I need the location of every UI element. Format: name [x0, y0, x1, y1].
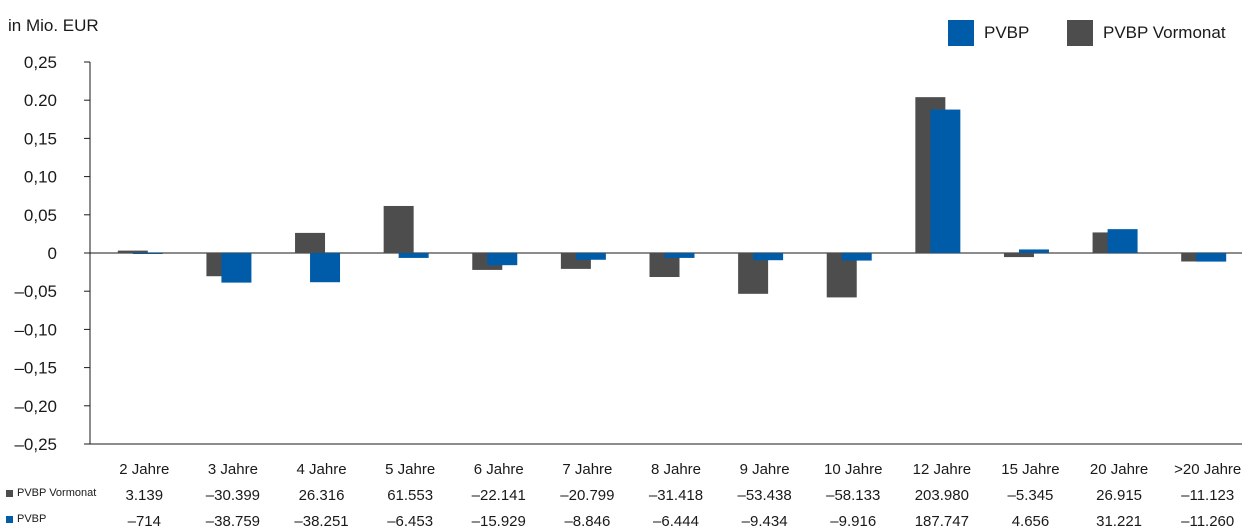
bar-pvbp: [1196, 253, 1227, 262]
table-value-vormonat: –31.418: [649, 487, 703, 504]
x-category-label: 4 Jahre: [297, 461, 347, 478]
table-value-pvbp: 31.221: [1096, 513, 1142, 530]
table-row-label-vormonat-text: PVBP Vormonat: [17, 487, 97, 499]
bar-pvbp: [753, 253, 784, 261]
table-value-pvbp: –38.251: [294, 513, 348, 530]
bar-pvbp: [664, 253, 695, 258]
x-category-label: 3 Jahre: [208, 461, 258, 478]
legend-label-pvbp: PVBP: [984, 23, 1030, 42]
y-tick-label: 0,15: [24, 129, 57, 148]
y-tick-label: 0,10: [24, 168, 57, 187]
x-category-label: 15 Jahre: [1001, 461, 1059, 478]
table-value-pvbp: –9.434: [742, 513, 788, 530]
bar-pvbp-vormonat: [117, 250, 148, 253]
table-swatch-pvbp: [6, 515, 13, 523]
bar-pvbp: [398, 253, 429, 258]
table-value-vormonat: 3.139: [126, 487, 164, 504]
table-value-vormonat: 26.316: [299, 487, 345, 504]
bar-pvbp: [1018, 249, 1049, 253]
bar-pvbp-vormonat: [383, 205, 414, 253]
y-tick-label: –0,10: [14, 320, 57, 339]
table-value-pvbp: –11.260: [1181, 513, 1234, 530]
x-category-label: 2 Jahre: [119, 461, 169, 478]
bar-pvbp-vormonat: [295, 232, 326, 253]
table-value-pvbp: –6.453: [387, 513, 433, 530]
table-value-vormonat: 61.553: [387, 487, 433, 504]
x-category-label: 20 Jahre: [1090, 461, 1148, 478]
bar-pvbp: [310, 253, 341, 283]
table-row-label-vormonat: PVBP Vormonat: [6, 487, 96, 499]
bar-pvbp: [487, 253, 518, 266]
legend-swatch-pvbp: [948, 20, 974, 46]
table-value-vormonat: –20.799: [560, 487, 614, 504]
x-category-label: 5 Jahre: [385, 461, 435, 478]
bar-pvbp: [1107, 229, 1138, 253]
y-axis-unit-label: in Mio. EUR: [8, 16, 99, 35]
x-category-label: >20 Jahre: [1174, 461, 1241, 478]
legend-item-pvbp-vormonat: PVBP Vormonat: [1067, 20, 1226, 46]
bar-pvbp: [132, 253, 163, 254]
table-value-vormonat: 26.915: [1096, 487, 1142, 504]
table-value-vormonat: 203.980: [915, 487, 969, 504]
y-tick-label: 0: [48, 244, 57, 263]
bar-pvbp: [930, 109, 961, 253]
table-value-pvbp: –8.846: [564, 513, 610, 530]
table-value-vormonat: –30.399: [206, 487, 260, 504]
x-category-label: 7 Jahre: [562, 461, 612, 478]
x-category-label: 12 Jahre: [913, 461, 971, 478]
legend-item-pvbp: PVBP: [948, 20, 1029, 46]
table-value-pvbp: –38.759: [206, 513, 260, 530]
table-value-vormonat: –5.345: [1008, 487, 1054, 504]
x-category-label: 10 Jahre: [824, 461, 882, 478]
bar-pvbp: [221, 253, 252, 283]
table-value-pvbp: 4.656: [1012, 513, 1050, 530]
y-tick-label: –0,20: [14, 397, 57, 416]
table-swatch-vormonat: [6, 489, 13, 497]
x-category-label: 9 Jahre: [740, 461, 790, 478]
table-value-pvbp: –9.916: [830, 513, 876, 530]
table-value-pvbp: –15.929: [472, 513, 526, 530]
bar-pvbp: [575, 253, 606, 260]
table-row-label-pvbp-text: PVBP: [17, 513, 47, 525]
y-tick-label: 0,25: [24, 53, 57, 72]
bar-pvbp-vormonat: [1003, 253, 1034, 258]
table-value-pvbp: –714: [128, 513, 161, 530]
y-tick-label: 0.20: [24, 91, 57, 110]
legend-label-pvbp-vormonat: PVBP Vormonat: [1103, 23, 1226, 42]
y-tick-label: –0,25: [14, 435, 57, 454]
y-tick-label: –0,05: [14, 282, 57, 301]
bar-pvbp: [841, 253, 872, 261]
table-value-pvbp: 187.747: [915, 513, 969, 530]
x-category-label: 6 Jahre: [474, 461, 524, 478]
y-tick-label: 0,05: [24, 206, 57, 225]
table-value-vormonat: –22.141: [472, 487, 526, 504]
table-value-vormonat: –58.133: [826, 487, 880, 504]
table-value-vormonat: –11.123: [1181, 487, 1234, 504]
table-value-vormonat: –53.438: [737, 487, 791, 504]
table-value-pvbp: –6.444: [653, 513, 699, 530]
table-row-label-pvbp: PVBP: [6, 513, 46, 525]
legend-swatch-pvbp-vormonat: [1067, 20, 1093, 46]
y-tick-label: –0,15: [14, 359, 57, 378]
x-category-label: 8 Jahre: [651, 461, 701, 478]
